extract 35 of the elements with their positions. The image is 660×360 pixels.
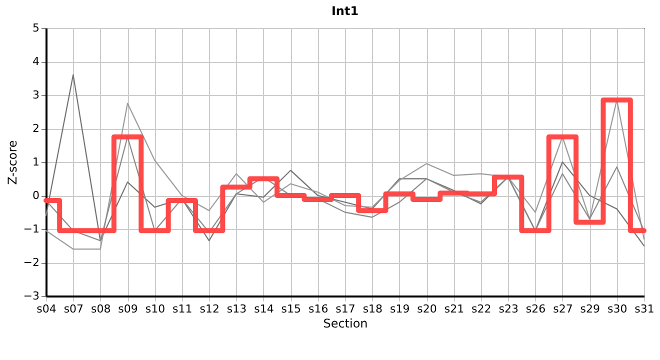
x-tick-label: s23 [498, 302, 518, 316]
x-tick-label: s27 [553, 302, 573, 316]
x-tick-label: s04 [36, 302, 56, 316]
x-tick-label: s21 [444, 302, 464, 316]
y-tick-label: −2 [23, 256, 40, 269]
x-tick-label: s13 [226, 302, 247, 316]
x-tick-label: s10 [145, 302, 166, 316]
x-tick-label: s16 [308, 302, 328, 316]
y-tick-label: 0 [32, 189, 40, 202]
chart-title: Int1 [331, 4, 359, 18]
y-tick-label: −3 [23, 290, 40, 302]
x-tick-label: s18 [362, 302, 383, 316]
x-tick-label: s31 [634, 302, 654, 316]
y-tick-label: 1 [32, 156, 40, 168]
x-tick-label: s19 [390, 302, 410, 316]
y-tick-label: 5 [32, 22, 40, 34]
x-tick-label: s11 [172, 302, 192, 316]
x-tick-label: s09 [118, 302, 138, 316]
x-tick-label: s15 [281, 302, 302, 316]
x-axis-title: Section [323, 316, 368, 330]
y-tick-label: 3 [32, 88, 40, 102]
x-tick-label: s22 [472, 302, 492, 316]
x-tick-label: s17 [336, 302, 356, 316]
x-tick-label: s30 [607, 302, 628, 316]
x-tick-label: s20 [417, 302, 437, 316]
y-axis-title: Z-score [5, 140, 20, 185]
y-tick-label: −1 [23, 222, 40, 236]
x-tick-label: s14 [254, 302, 274, 316]
x-tick-label: s12 [200, 302, 220, 316]
x-tick-label: s07 [64, 302, 84, 316]
x-tick-label: s08 [90, 302, 111, 316]
y-tick-label: 2 [32, 122, 40, 135]
x-tick-label: s26 [526, 302, 546, 316]
y-tick-label: 4 [32, 55, 40, 68]
x-tick-label: s29 [580, 302, 600, 316]
